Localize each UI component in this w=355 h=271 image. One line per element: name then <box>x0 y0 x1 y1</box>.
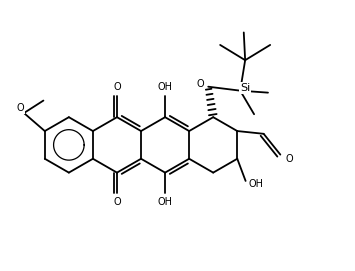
Text: O: O <box>16 103 24 113</box>
Text: OH: OH <box>248 179 263 189</box>
Text: O: O <box>113 197 121 207</box>
Text: OH: OH <box>158 82 173 92</box>
Text: Si: Si <box>240 83 250 93</box>
Text: OH: OH <box>158 197 173 207</box>
Text: O: O <box>197 79 204 89</box>
Text: O: O <box>285 154 293 164</box>
Text: O: O <box>113 82 121 92</box>
